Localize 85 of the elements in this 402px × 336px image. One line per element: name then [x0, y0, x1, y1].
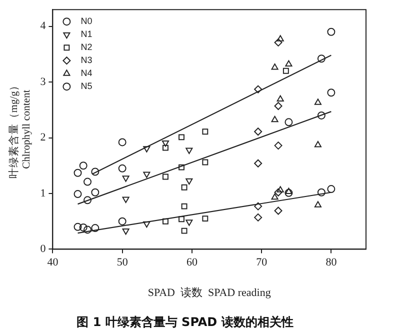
point [178, 164, 184, 170]
point [79, 223, 88, 232]
point [186, 220, 193, 226]
point [84, 196, 92, 204]
point [143, 221, 150, 228]
x-tick-label: 60 [186, 256, 198, 269]
point [285, 188, 292, 194]
point [91, 224, 100, 232]
y-tick-label: 4 [40, 20, 46, 32]
point [254, 159, 262, 168]
y-axis-title: 叶绿素含量（mg/g） Chlrophyll content [7, 80, 33, 179]
point [186, 148, 193, 154]
point [84, 226, 92, 234]
point [74, 190, 82, 198]
y-tick-label: 3 [40, 76, 46, 88]
point [143, 172, 150, 178]
point [276, 186, 284, 192]
point [91, 168, 100, 176]
point [254, 128, 262, 136]
x-tick-label: 50 [116, 256, 128, 269]
point [84, 178, 92, 186]
point [274, 206, 282, 215]
point [317, 54, 326, 63]
legend-label: N0 [80, 16, 92, 26]
point [284, 118, 293, 126]
point [271, 64, 278, 70]
point [285, 60, 292, 66]
point [181, 184, 188, 190]
point [118, 164, 126, 172]
point [162, 174, 168, 180]
point [162, 218, 168, 224]
point [118, 138, 126, 146]
legend-label: N1 [80, 29, 92, 40]
x-axis-title: SPAD 读数 SPAD reading [148, 286, 272, 299]
point [271, 116, 278, 122]
point [202, 159, 208, 166]
point [202, 128, 208, 135]
point [274, 38, 282, 46]
point [274, 142, 282, 150]
point [79, 162, 88, 170]
point [122, 228, 130, 235]
point [314, 141, 322, 148]
point [274, 102, 282, 110]
x-tick-label: 80 [326, 256, 338, 269]
x-tick-label: 70 [256, 256, 268, 269]
legend-label: N5 [80, 81, 92, 92]
point [317, 111, 326, 120]
legend-label: N2 [80, 42, 92, 52]
legend-label: N4 [80, 68, 92, 78]
point [178, 134, 184, 140]
point [317, 188, 326, 196]
point [181, 203, 188, 210]
y-tick-label: 2 [40, 132, 46, 144]
x-tick-label: 40 [47, 256, 59, 269]
point [178, 216, 184, 222]
point [254, 202, 262, 210]
point [143, 146, 150, 152]
point [162, 140, 170, 147]
point [118, 217, 126, 226]
point [327, 185, 336, 194]
point [327, 88, 336, 97]
point [254, 85, 262, 94]
point [254, 213, 262, 222]
point [91, 188, 100, 196]
point [327, 28, 336, 36]
point [74, 168, 82, 177]
point [74, 222, 82, 231]
point [314, 98, 322, 105]
y-tick-label: 0 [40, 243, 46, 256]
point [181, 228, 188, 234]
point [276, 95, 284, 102]
point [274, 188, 282, 196]
point [122, 196, 130, 204]
point [186, 178, 193, 185]
legend-label: N3 [80, 55, 92, 66]
point [202, 216, 208, 222]
text: 图 1 叶绿素含量与 SPAD 读数的相关性 [76, 314, 294, 329]
point [271, 193, 278, 200]
point [282, 68, 289, 74]
point [162, 144, 168, 151]
point [276, 35, 284, 42]
point [314, 201, 322, 208]
point [284, 188, 293, 197]
point [122, 176, 130, 182]
y-tick-label: 1 [40, 187, 46, 200]
